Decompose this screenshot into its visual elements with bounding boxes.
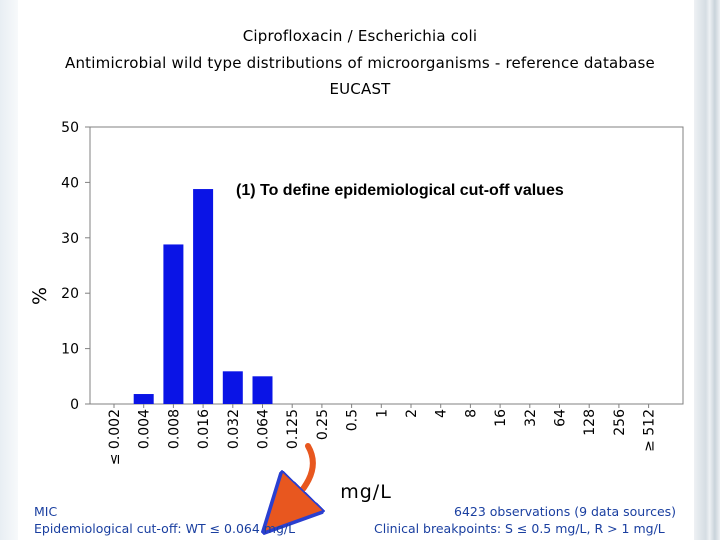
left-background-strip — [0, 0, 18, 540]
bar — [133, 394, 154, 404]
y-tick-label: 40 — [61, 175, 79, 191]
plot-frame — [89, 126, 684, 405]
x-tick-label: 0.016 — [196, 409, 212, 449]
x-axis-tick-labels: ≤ 0.002 0.004 0.008 0.016 0.032 0.064 0.125 0.2… — [107, 409, 658, 465]
bar — [193, 189, 214, 404]
bar — [222, 371, 243, 404]
right-background-strip — [694, 0, 720, 540]
y-tick-label: 50 — [61, 120, 79, 136]
x-axis-title: mg/L — [340, 481, 392, 503]
x-tick-label: 2 — [404, 409, 420, 418]
ecoff-arrow — [283, 443, 313, 512]
x-tick-label: 0.5 — [345, 409, 361, 431]
annotation-ecoff-purpose: (1) To define epidemiological cut-off va… — [236, 182, 564, 199]
x-tick-label: 0.004 — [137, 409, 153, 449]
x-tick-label: 16 — [493, 409, 509, 427]
x-tick-label: 1 — [374, 409, 390, 418]
x-tick-label: 32 — [523, 409, 539, 427]
bar — [252, 376, 273, 404]
x-tick-label: 4 — [434, 409, 450, 418]
x-tick-label: ≤ 0.002 — [107, 409, 123, 465]
y-tick-label: 0 — [70, 397, 79, 413]
ecoff-label: Epidemiological cut-off: WT ≤ 0.064 mg/L — [34, 521, 296, 536]
x-axis-ticks — [113, 404, 650, 408]
y-axis-tick-labels: 0 10 20 30 40 50 — [61, 120, 79, 413]
bar-series — [133, 189, 273, 404]
x-tick-label: 256 — [612, 409, 628, 436]
x-tick-label: 128 — [582, 409, 598, 436]
x-tick-label: 0.25 — [315, 409, 331, 440]
bar — [163, 244, 184, 404]
mic-label: MIC — [34, 504, 58, 519]
chart-title: Ciprofloxacin / Escherichia coli — [242, 27, 478, 45]
chart-subtitle: Antimicrobial wild type distributions of… — [65, 54, 655, 72]
x-tick-label: 8 — [463, 409, 479, 418]
chart-panel — [18, 0, 694, 540]
x-tick-label: 0.008 — [166, 409, 182, 449]
y-axis-title: % — [29, 287, 51, 305]
x-tick-label: ≥ 512 — [642, 409, 658, 452]
observations-label: 6423 observations (9 data sources) — [454, 504, 677, 519]
y-tick-label: 20 — [61, 286, 79, 302]
y-axis-ticks — [85, 126, 90, 405]
breakpoints-label: Clinical breakpoints: S ≤ 0.5 mg/L, R > … — [374, 521, 665, 536]
x-tick-label: 64 — [553, 409, 569, 427]
y-tick-label: 10 — [61, 342, 79, 358]
y-tick-label: 30 — [61, 231, 79, 247]
x-tick-label: 0.064 — [256, 409, 272, 449]
x-tick-label: 0.032 — [226, 409, 242, 449]
x-tick-label: 0.125 — [285, 409, 301, 449]
chart-source: EUCAST — [329, 80, 391, 98]
